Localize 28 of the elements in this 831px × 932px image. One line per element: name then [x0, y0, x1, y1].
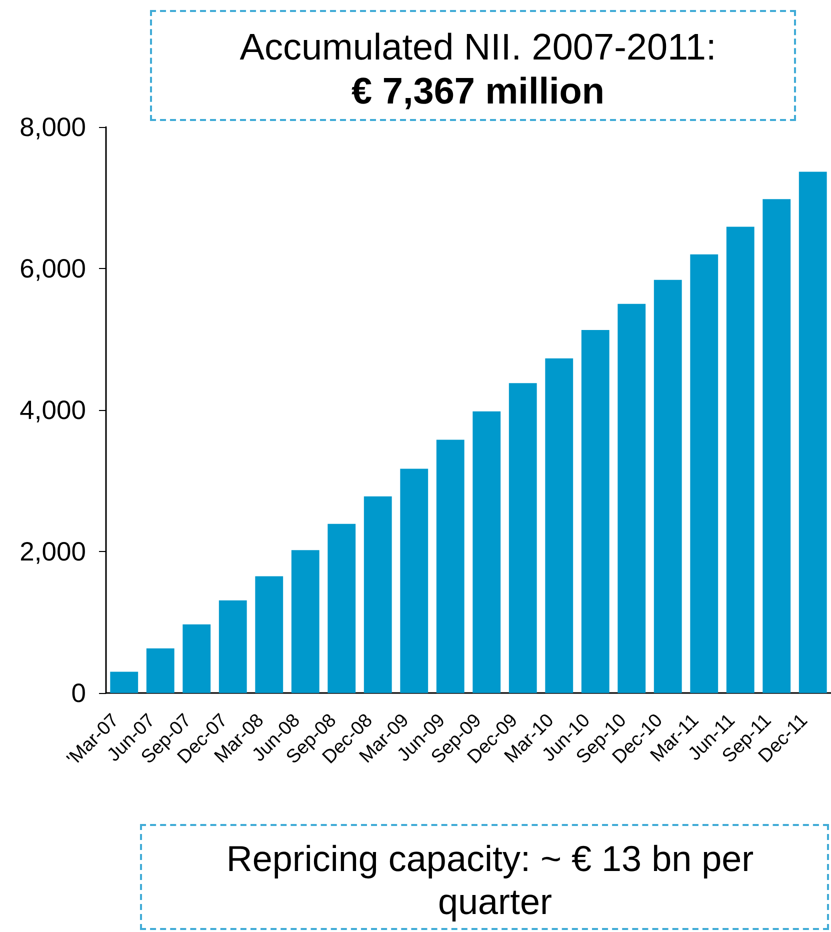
bar [798, 172, 827, 693]
y-tick-label: 4,000 [20, 395, 86, 425]
bar [690, 254, 718, 693]
bar [218, 600, 247, 693]
bar [110, 672, 138, 693]
bar [436, 440, 464, 693]
y-tick-label: 8,000 [20, 112, 86, 142]
bar [182, 624, 211, 693]
bar [726, 226, 754, 693]
bar [581, 330, 610, 693]
y-tick-label: 2,000 [20, 536, 86, 566]
chart-title: Accumulated NII. 2007-2011: [240, 26, 716, 68]
bar [545, 358, 574, 693]
bar [654, 280, 682, 693]
bar [291, 550, 320, 693]
bar [762, 199, 791, 693]
bar [472, 411, 501, 693]
bar [364, 496, 392, 693]
bar [328, 524, 356, 693]
text: Repricing capacity: ~ € 13 bn per quarter [226, 838, 764, 922]
bar [400, 468, 428, 693]
bar [255, 576, 284, 693]
bar [618, 304, 646, 693]
y-tick-label: 0 [71, 678, 86, 708]
y-tick-label: 6,000 [20, 254, 86, 284]
chart-subtitle: € 7,367 million [352, 70, 604, 112]
bar [508, 383, 537, 693]
bar [146, 648, 174, 693]
